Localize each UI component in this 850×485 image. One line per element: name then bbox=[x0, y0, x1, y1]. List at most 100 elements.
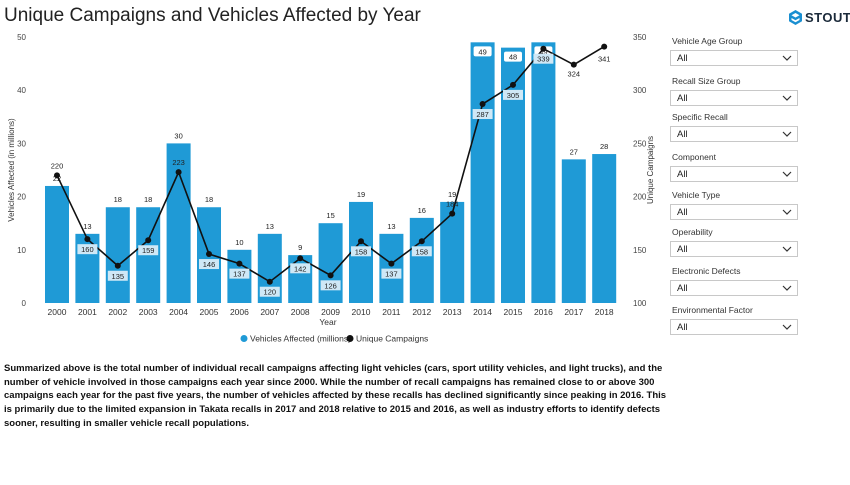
y-axis-left-title: Vehicles Affected (in millions) bbox=[7, 118, 16, 222]
chevron-down-icon bbox=[782, 324, 792, 330]
line-data-label: 120 bbox=[264, 288, 277, 297]
legend-bar-swatch bbox=[240, 335, 248, 342]
slicer-component: Component All bbox=[668, 152, 800, 182]
line-data-label-bg bbox=[290, 263, 311, 274]
environmental-factor-dropdown[interactable]: All bbox=[670, 319, 798, 335]
line-data-label: 146 bbox=[203, 260, 216, 269]
bar bbox=[105, 207, 130, 303]
line-data-label: 223 bbox=[172, 158, 185, 167]
bar-data-label: 13 bbox=[266, 222, 274, 231]
line-point bbox=[297, 255, 304, 262]
bar-data-label: 27 bbox=[570, 147, 578, 156]
component-dropdown[interactable]: All bbox=[670, 166, 798, 182]
slicer-environmental-factor: Environmental Factor All bbox=[668, 305, 800, 335]
line-point bbox=[479, 101, 486, 108]
line-data-label: 158 bbox=[355, 247, 368, 256]
line-data-label-bg bbox=[472, 109, 493, 120]
slicer-label: Environmental Factor bbox=[672, 305, 753, 315]
y-axis-left: 0 10 20 30 40 50 bbox=[17, 33, 26, 308]
y-tick-label: 40 bbox=[17, 86, 26, 95]
chevron-down-icon bbox=[782, 55, 792, 61]
line-point bbox=[418, 238, 425, 245]
y-axis-right: 100 150 200 250 300 350 bbox=[633, 33, 647, 308]
x-tick-label: 2015 bbox=[504, 307, 523, 317]
x-tick-label: 2006 bbox=[230, 307, 249, 317]
line-data-label-bg bbox=[107, 270, 128, 281]
line-point bbox=[206, 251, 212, 258]
line-data-label: 135 bbox=[112, 272, 125, 281]
stout-logo: STOUT bbox=[789, 10, 850, 25]
y2-tick-label: 250 bbox=[633, 139, 647, 148]
x-tick-label: 2010 bbox=[352, 307, 371, 317]
slicer-label: Specific Recall bbox=[672, 112, 728, 122]
slicer-label: Component bbox=[672, 152, 716, 162]
bar-data-label: 16 bbox=[418, 206, 426, 215]
slicer-recall-size-group: Recall Size Group All bbox=[668, 76, 800, 106]
stout-logo-icon bbox=[789, 10, 802, 25]
line-data-label: 137 bbox=[385, 270, 398, 279]
line-data-label: 305 bbox=[507, 91, 520, 100]
slicer-label: Vehicle Type bbox=[672, 190, 721, 200]
y-tick-label: 50 bbox=[17, 33, 26, 42]
recall-size-group-dropdown[interactable]: All bbox=[670, 90, 798, 106]
x-tick-label: 2005 bbox=[200, 307, 219, 317]
stout-logo-text: STOUT bbox=[805, 10, 850, 25]
vehicle-age-group-dropdown[interactable]: All bbox=[670, 50, 798, 66]
bar-data-label: 49 bbox=[539, 47, 547, 56]
y-tick-label: 20 bbox=[17, 193, 26, 202]
line-point bbox=[175, 169, 182, 176]
line-data-label-bg bbox=[138, 245, 159, 256]
x-tick-label: 2003 bbox=[139, 307, 158, 317]
x-tick-label: 2011 bbox=[382, 307, 401, 317]
bar-data-label: 18 bbox=[205, 195, 213, 204]
legend-line-swatch bbox=[346, 335, 354, 342]
specific-recall-dropdown[interactable]: All bbox=[670, 126, 798, 142]
slicer-label: Vehicle Age Group bbox=[672, 36, 743, 46]
vehicle-type-dropdown[interactable]: All bbox=[670, 204, 798, 220]
y-axis-right-title: Unique Campaigns bbox=[646, 136, 655, 204]
bar-data-label: 49 bbox=[478, 47, 486, 56]
bar-data-label: 22 bbox=[53, 174, 61, 183]
chevron-down-icon bbox=[782, 95, 792, 101]
bar bbox=[379, 233, 404, 303]
line-data-label-bg bbox=[259, 286, 280, 297]
x-tick-label: 2009 bbox=[321, 307, 340, 317]
bar-data-label: 19 bbox=[357, 190, 365, 199]
line-data-label-bg bbox=[320, 280, 341, 291]
line-data-label-bg bbox=[351, 246, 371, 257]
chevron-down-icon bbox=[782, 171, 792, 177]
line-data-label: 137 bbox=[233, 270, 246, 279]
line-data-label: 142 bbox=[294, 264, 307, 273]
dropdown-value: All bbox=[677, 322, 688, 333]
line-point bbox=[540, 45, 547, 52]
operability-dropdown[interactable]: All bbox=[670, 241, 798, 257]
chevron-down-icon bbox=[782, 285, 792, 291]
electronic-defects-dropdown[interactable]: All bbox=[670, 280, 798, 296]
line-data-label: 339 bbox=[537, 55, 550, 64]
line-point bbox=[449, 210, 456, 217]
y2-tick-label: 300 bbox=[633, 86, 647, 95]
bar-data-label: 15 bbox=[326, 211, 334, 220]
dropdown-value: All bbox=[677, 129, 688, 140]
x-tick-label: 2017 bbox=[564, 307, 583, 317]
x-tick-label: 2018 bbox=[595, 307, 614, 317]
bar-data-label: 13 bbox=[387, 222, 395, 231]
bar bbox=[409, 217, 434, 303]
bar bbox=[45, 185, 69, 303]
line-point bbox=[388, 260, 395, 267]
x-tick-label: 2014 bbox=[473, 307, 492, 317]
bar-data-label: 9 bbox=[298, 243, 302, 252]
bar-data-label: 10 bbox=[235, 238, 243, 247]
x-tick-label: 2016 bbox=[534, 307, 553, 317]
dropdown-value: All bbox=[677, 207, 688, 218]
slicer-label: Electronic Defects bbox=[672, 266, 741, 276]
bar-data-label: 28 bbox=[600, 142, 608, 151]
line-data-label: 158 bbox=[416, 247, 429, 256]
bar bbox=[470, 42, 495, 303]
slicer-electronic-defects: Electronic Defects All bbox=[668, 266, 800, 296]
bar bbox=[531, 42, 556, 303]
line-point bbox=[145, 237, 152, 244]
slicer-vehicle-type: Vehicle Type All bbox=[668, 190, 800, 220]
line-data-label: 126 bbox=[324, 281, 337, 290]
x-axis: 2000 2001 2002 2003 2004 2005 2006 2007 2008 2009… bbox=[48, 307, 614, 317]
